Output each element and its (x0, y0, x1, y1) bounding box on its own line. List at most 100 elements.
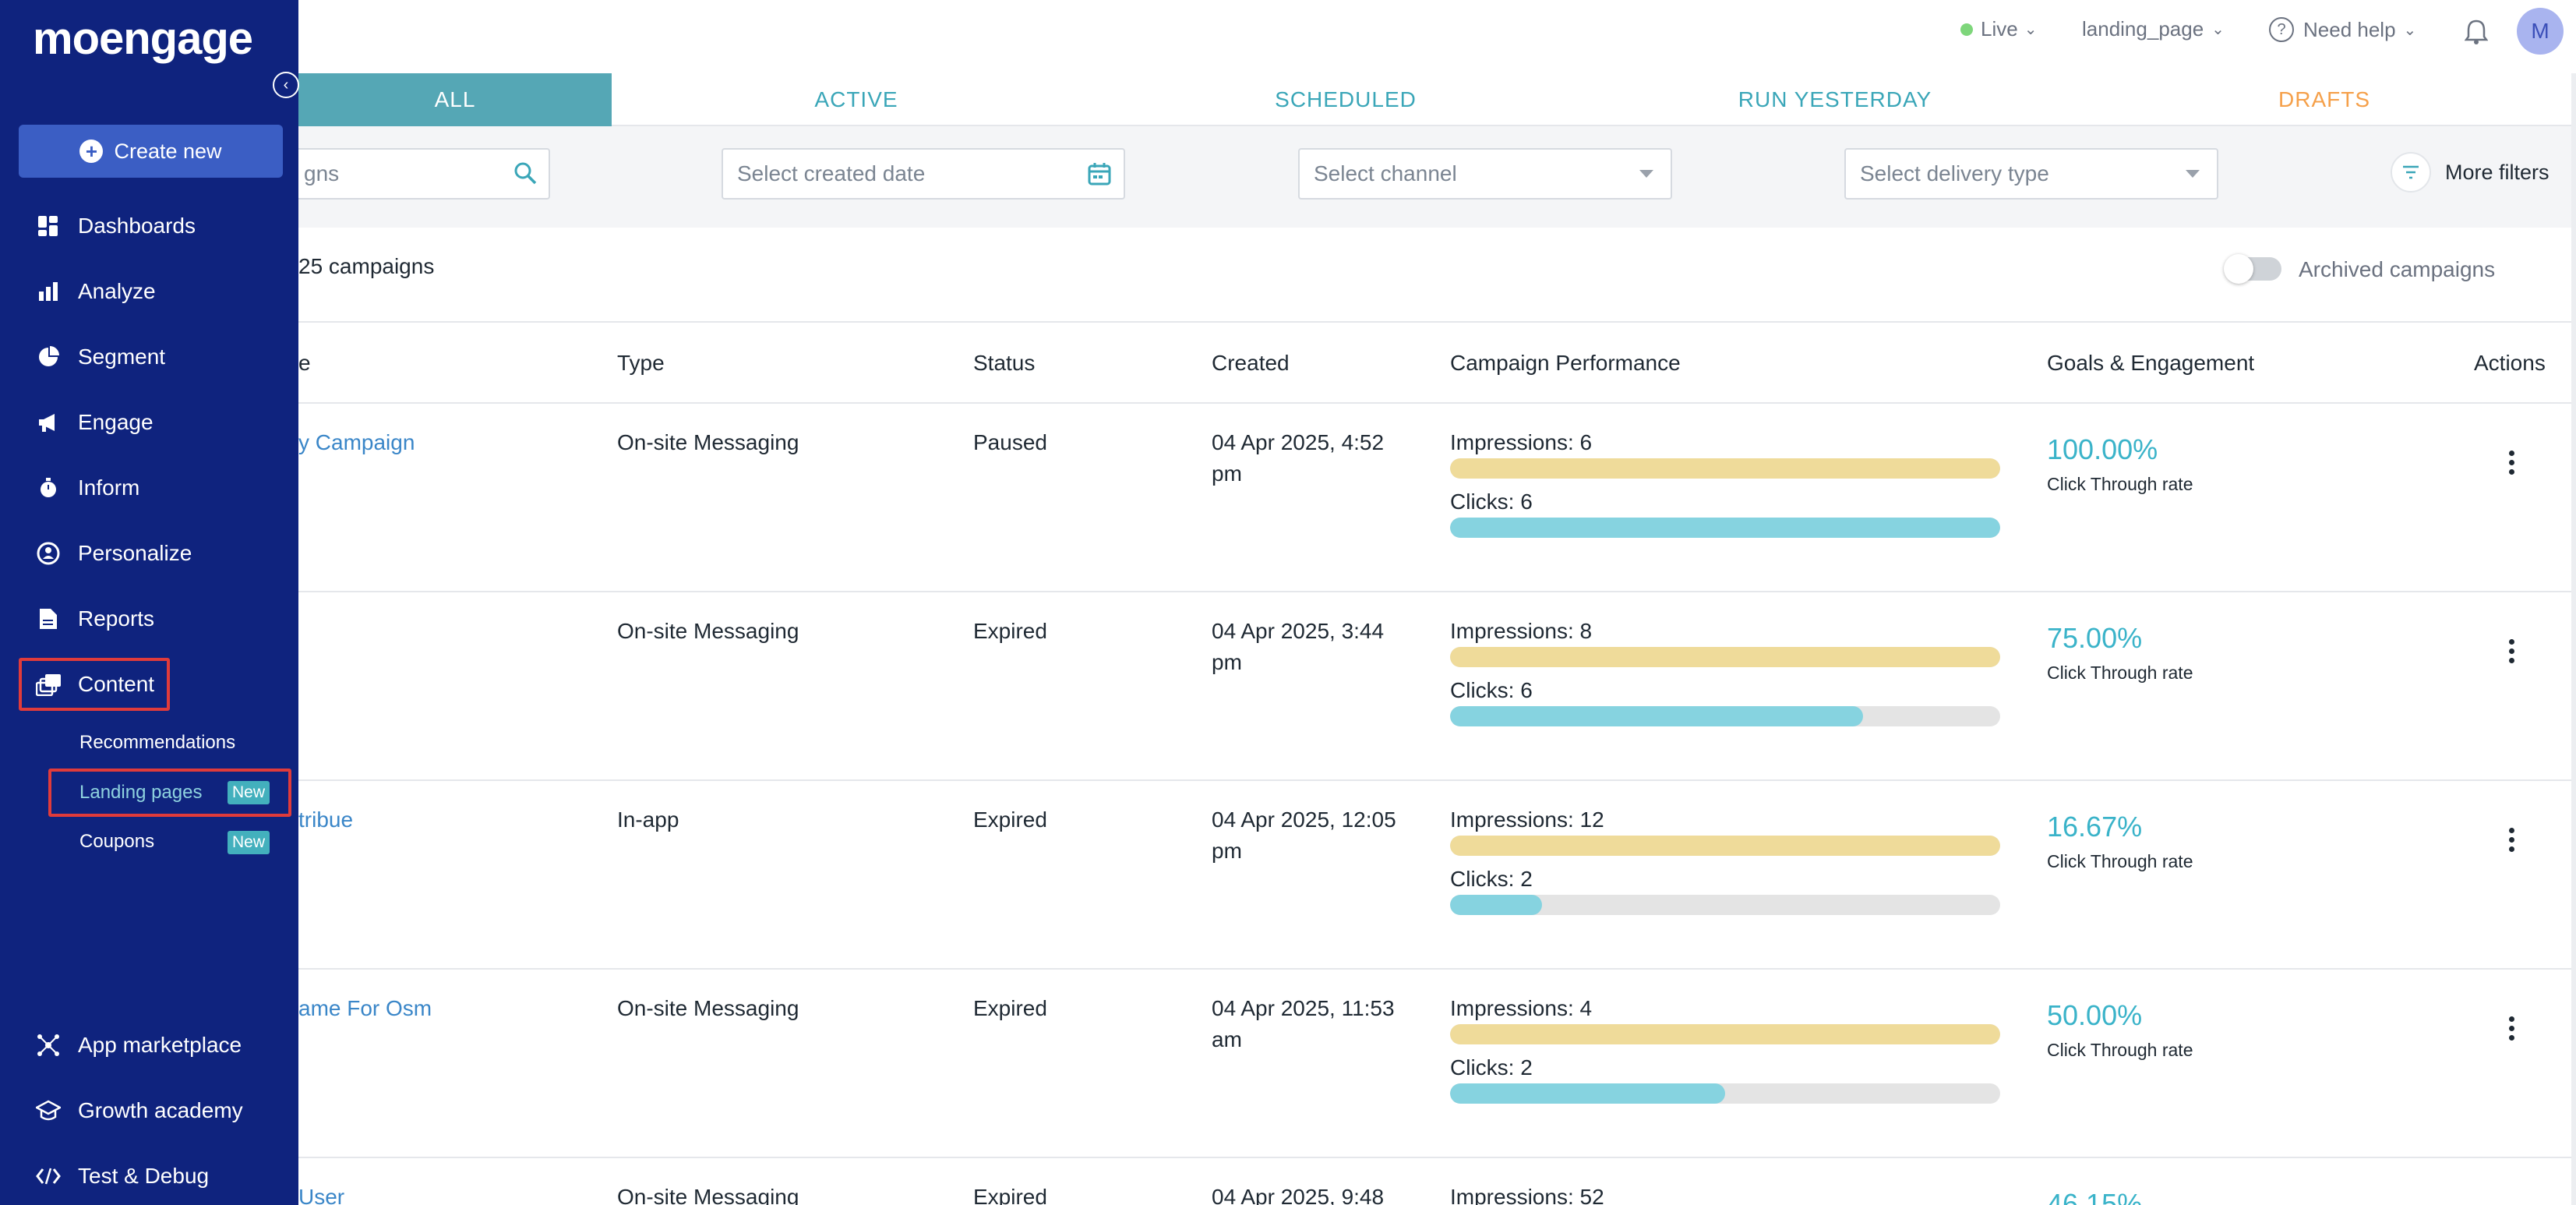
moengage-logo[interactable]: moengage (33, 13, 253, 64)
column-header-status[interactable]: Status (973, 351, 1036, 375)
sidebar-item-app-marketplace[interactable]: App marketplace (0, 1022, 298, 1069)
delivery-type-select[interactable]: Select delivery type (1844, 148, 2218, 200)
sidebar-item-content[interactable]: Content (0, 661, 298, 708)
clicks-label: Clicks: 2 (1450, 867, 1533, 891)
campaign-tabs: ALL ACTIVE SCHEDULED RUN YESTERDAY DRAFT… (298, 73, 2576, 126)
click-through-rate: 100.00% (2047, 433, 2158, 465)
create-new-button[interactable]: + Create new (19, 125, 283, 178)
created-date-picker[interactable]: Select created date (722, 148, 1125, 200)
user-target-icon (36, 541, 61, 566)
created-time: am (1212, 1027, 1242, 1051)
scrollbar-track[interactable] (2571, 73, 2576, 1205)
more-actions-icon[interactable] (2507, 639, 2515, 663)
new-badge: New (228, 781, 270, 804)
click-through-rate-label: Click Through rate (2047, 1040, 2193, 1060)
clicks-bar-fill (1450, 706, 1863, 726)
sidebar-item-engage[interactable]: Engage (0, 399, 298, 446)
more-actions-icon[interactable] (2507, 451, 2515, 475)
impressions-label: Impressions: 6 (1450, 430, 1593, 454)
sidebar-item-label: App marketplace (78, 1033, 242, 1057)
search-icon (513, 161, 538, 191)
created-date: 04 Apr 2025, 9:48 (1212, 1185, 1385, 1205)
click-through-rate: 75.00% (2047, 622, 2143, 654)
tab-active[interactable]: ACTIVE (814, 87, 898, 111)
sidebar-item-reports[interactable]: Reports (0, 595, 298, 642)
tab-scheduled[interactable]: SCHEDULED (1275, 87, 1417, 111)
megaphone-icon (36, 410, 61, 435)
campaign-name-link[interactable]: User (298, 1185, 345, 1205)
kebab-dot (2508, 451, 2514, 456)
graduation-cap-icon (36, 1098, 61, 1123)
more-actions-icon[interactable] (2507, 1016, 2515, 1041)
bell-icon[interactable] (2464, 19, 2489, 49)
environment-label: Live (1981, 17, 2018, 41)
sidebar-item-dashboards[interactable]: Dashboards (0, 203, 298, 249)
campaign-status: Paused (973, 430, 1047, 454)
new-badge: New (228, 831, 270, 854)
campaign-name-link[interactable]: y Campaign (298, 430, 415, 454)
column-header-actions: Actions (2474, 351, 2546, 375)
layers-icon (36, 672, 61, 697)
workspace-selector[interactable]: landing_page ⌄ (2082, 17, 2225, 41)
more-actions-icon[interactable] (2507, 828, 2515, 852)
kebab-dot (2508, 460, 2514, 465)
column-header-type[interactable]: Type (617, 351, 665, 375)
calendar-icon (1088, 162, 1111, 191)
click-through-rate-label: Click Through rate (2047, 474, 2193, 494)
column-header-name[interactable]: e (298, 351, 311, 375)
collapse-sidebar-icon[interactable]: ‹ (273, 72, 299, 98)
archived-toggle[interactable] (2224, 254, 2281, 284)
sidebar-item-segment[interactable]: Segment (0, 334, 298, 380)
impressions-bar (1450, 458, 2000, 479)
sidebar-item-personalize[interactable]: Personalize (0, 530, 298, 577)
avatar[interactable]: M (2517, 8, 2564, 55)
campaign-type: In-app (617, 807, 679, 832)
channel-placeholder: Select channel (1314, 161, 1457, 186)
sidebar-item-test-debug[interactable]: Test & Debug (0, 1153, 298, 1200)
column-header-goals-engagement: Goals & Engagement (2047, 351, 2255, 375)
row-divider (298, 968, 2576, 970)
sidebar-item-growth-academy[interactable]: Growth academy (0, 1087, 298, 1134)
sidebar-item-inform[interactable]: Inform (0, 465, 298, 511)
search-campaigns-input[interactable]: gns (288, 148, 550, 200)
kebab-dot (2508, 658, 2514, 663)
impressions-bar (1450, 836, 2000, 856)
kebab-dot (2508, 837, 2514, 843)
channel-select[interactable]: Select channel (1298, 148, 1672, 200)
chevron-down-icon: ⌄ (2211, 21, 2225, 38)
environment-selector[interactable]: Live ⌄ (1960, 17, 2037, 41)
sidebar-subitem-recommendations[interactable]: Recommendations (79, 732, 236, 753)
campaign-name-link[interactable]: ame For Osm (298, 996, 432, 1020)
caret-down-icon (2186, 170, 2200, 178)
plus-icon: + (79, 140, 104, 163)
more-filters-button[interactable]: More filters (2391, 152, 2550, 193)
impressions-bar-fill (1450, 458, 2000, 479)
campaign-type: On-site Messaging (617, 430, 799, 454)
campaign-type: On-site Messaging (617, 1185, 799, 1205)
help-circle-icon: ? (2269, 17, 2294, 42)
clicks-bar-fill (1450, 1083, 1725, 1104)
tab-drafts[interactable]: DRAFTS (2278, 87, 2370, 111)
sidebar-item-label: Analyze (78, 279, 156, 303)
sidebar-subitem-landing-pages[interactable]: Landing pages (79, 782, 203, 803)
filter-icon (2391, 152, 2431, 193)
sidebar-item-label: Engage (78, 410, 154, 434)
tab-run-yesterday[interactable]: RUN YESTERDAY (1738, 87, 1932, 111)
bar-chart-icon (36, 279, 61, 304)
kebab-dot (2508, 1035, 2514, 1041)
kebab-dot (2508, 1026, 2514, 1031)
row-divider (298, 779, 2576, 781)
column-header-created[interactable]: Created (1212, 351, 1290, 375)
clicks-bar-fill (1450, 895, 1542, 915)
clicks-label: Clicks: 2 (1450, 1055, 1533, 1080)
sidebar-subitem-coupons[interactable]: Coupons (79, 831, 155, 852)
click-through-rate-label: Click Through rate (2047, 663, 2193, 683)
need-help-menu[interactable]: ? Need help ⌄ (2269, 17, 2416, 42)
campaign-status: Expired (973, 807, 1047, 832)
impressions-bar (1450, 1024, 2000, 1044)
campaign-name-link[interactable]: tribue (298, 807, 354, 832)
kebab-dot (2508, 469, 2514, 475)
sidebar-item-analyze[interactable]: Analyze (0, 268, 298, 315)
tab-all[interactable]: ALL (298, 73, 612, 126)
created-date: 04 Apr 2025, 4:52 (1212, 430, 1385, 454)
